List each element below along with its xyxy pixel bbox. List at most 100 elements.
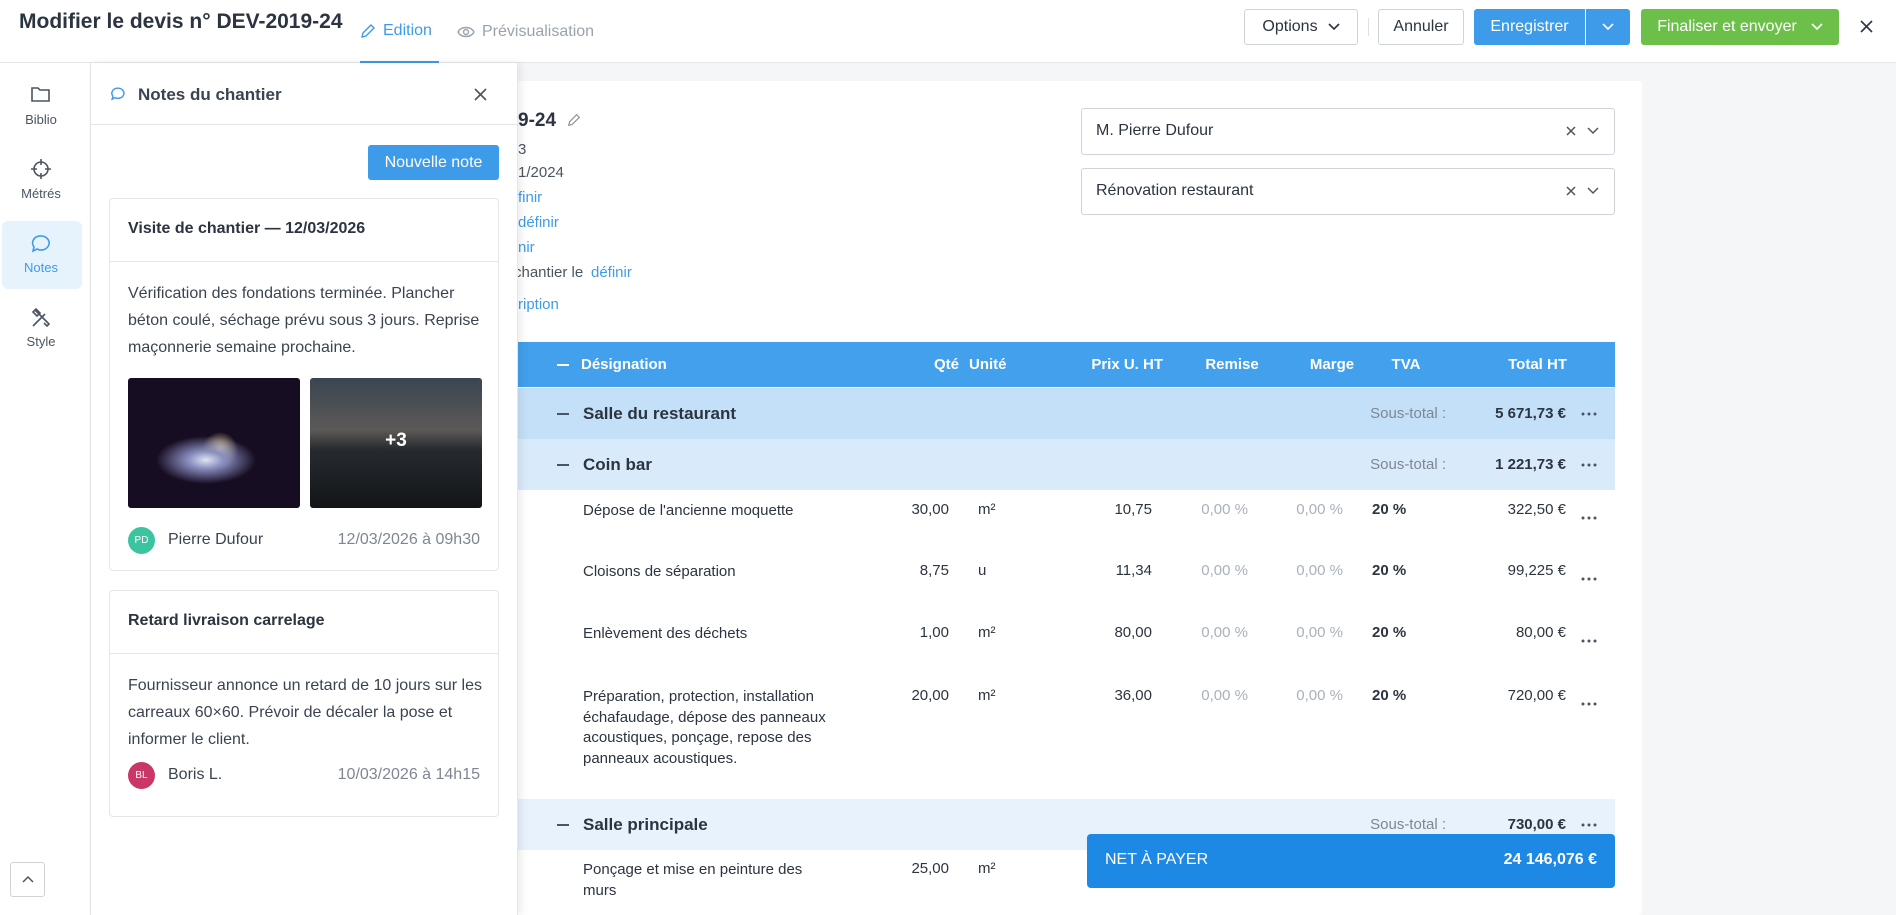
column-header: Qté [933,356,959,373]
document-card [440,81,1642,915]
caret [1811,23,1823,31]
client-select[interactable]: M. Pierre Dufour [1081,108,1615,155]
cell: 0,00 % [1296,624,1343,641]
button-label: Annuler [1393,18,1449,35]
column-header: Remise [1205,356,1259,373]
row-menu[interactable] [1581,702,1597,706]
collapse-toggle [557,364,569,366]
cell: m² [978,860,996,877]
subtotal-value: 1 221,73 € [1495,456,1566,473]
cell: 80,00 € [1515,624,1566,641]
cell: 0,00 % [1296,562,1343,579]
document-field: définir [591,264,632,281]
row-menu[interactable] [1581,639,1597,643]
cell: m² [978,501,996,518]
section-label: Salle du restaurant [583,404,737,423]
row-menu[interactable] [1581,823,1597,827]
close-panel[interactable] [474,88,487,101]
document-field: 9-24 [518,110,557,131]
scroll-up-button[interactable] [10,862,45,897]
section-label: Salle principale [583,815,708,834]
note-title: Visite de chantier — 12/03/2026 [128,220,366,237]
cell: 720,00 € [1507,687,1566,704]
document-field: ription [518,296,559,313]
cell: 36,00 [1114,687,1152,704]
subtotal-label: Sous-total : [1370,816,1446,833]
column-header: TVA [1391,356,1421,373]
cell: Ponçage et mise en peinture des murs [583,861,803,899]
section-row [518,439,1615,490]
save-button[interactable]: Enregistrer [1474,9,1585,45]
row-menu[interactable] [1581,516,1597,520]
cell: 20 % [1372,562,1407,579]
tab-edition[interactable]: Edition [360,0,439,63]
tab-label: Prévisualisation [482,22,595,40]
cell: 322,50 € [1507,501,1566,518]
cancel-button[interactable]: Annuler [1378,9,1464,45]
note-text: Vérification des fondations terminée. Pl… [128,285,480,356]
button-label: Options [1262,18,1318,35]
document-field: finir [518,189,543,206]
close-editor[interactable] [1859,19,1874,34]
new-note-button[interactable]: Nouvelle note [368,145,499,180]
column-header: Marge [1309,356,1355,373]
cell: 20 % [1372,624,1407,641]
sidebar [0,63,91,915]
cell: 0,00 % [1201,687,1248,704]
note-divider [110,653,498,654]
cell: Préparation, protection, installation éc… [583,688,826,767]
column-header: Désignation [581,356,667,373]
cell: 0,00 % [1296,687,1343,704]
cell: 11,34 [1115,562,1152,579]
cell: 80,00 [1114,624,1152,641]
document-field: nir [518,239,535,256]
note-author: Pierre Dufour [168,531,264,548]
subtotal-value: 730,00 € [1507,816,1566,833]
tab-preview[interactable]: Prévisualisation [457,0,594,63]
photo-overlay [310,378,482,508]
section-row [518,388,1615,439]
row-menu[interactable] [1581,463,1597,467]
cell: 20 % [1372,687,1407,704]
sidebar-label: Biblio [25,112,57,127]
tab-label: Edition [383,21,432,39]
save-dropdown[interactable] [1586,9,1630,45]
document-field: 3 [518,141,527,158]
options-button[interactable]: Options [1244,9,1358,45]
separator [1368,18,1369,36]
caret [1602,23,1614,31]
net-to-pay: NET À PAYER 24 146,076 € [1087,834,1615,888]
column-header: Total HT [1508,356,1567,373]
page-title: Modifier le devis n° DEV-2019-24 [19,10,343,33]
cell: u [978,562,987,579]
project-select[interactable]: Rénovation restaurant [1081,168,1615,215]
cell: Dépose de l'ancienne moquette [583,502,794,519]
cell: Enlèvement des déchets [583,625,748,642]
edit-icon[interactable] [567,113,581,127]
pencil-icon [361,23,375,38]
note-photo [128,378,300,508]
cell: 20 % [1372,501,1407,518]
cell: 99,225 € [1507,562,1566,579]
select-controls[interactable] [1564,184,1604,198]
target-icon [31,159,51,179]
cell: 1,00 [919,624,949,641]
net-label: NET À PAYER [1105,851,1209,868]
select-controls[interactable] [1564,124,1604,138]
cell: 0,00 % [1201,562,1248,579]
note-divider [110,261,498,262]
select-value: Rénovation restaurant [1096,182,1254,199]
row-menu[interactable] [1581,577,1597,581]
subtotal-label: Sous-total : [1370,405,1446,422]
net-value: 24 146,076 € [1503,851,1597,868]
row-menu[interactable] [1581,412,1597,416]
document-field: chantier le [514,264,584,281]
cell: Cloisons de séparation [583,563,736,580]
select-value: M. Pierre Dufour [1096,122,1214,139]
note-text: Fournisseur annonce un retard de 10 jour… [128,677,482,748]
finalize-button[interactable]: Finaliser et envoyer [1641,9,1839,45]
panel-title: Notes du chantier [138,85,282,104]
button-label: Enregistrer [1490,18,1569,35]
caret [1327,23,1340,31]
